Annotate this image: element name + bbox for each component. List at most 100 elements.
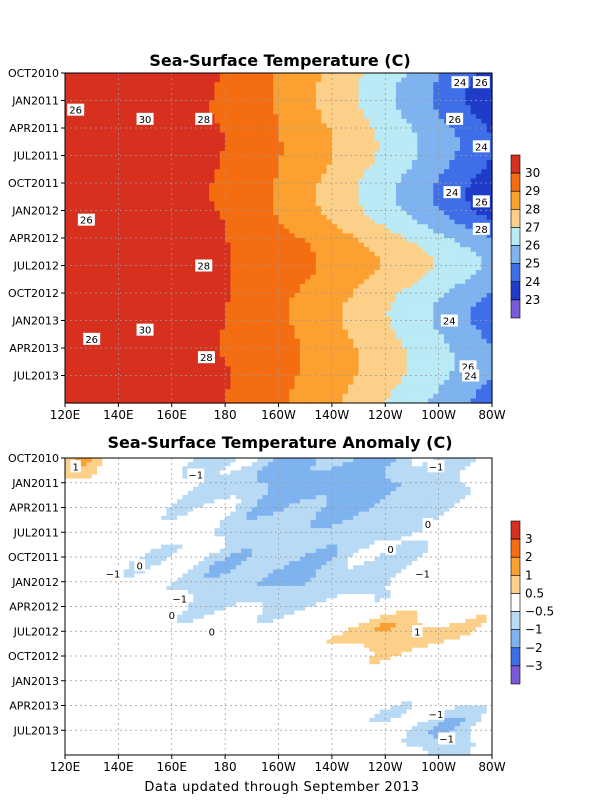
sst-cell bbox=[481, 210, 488, 216]
sst-cell bbox=[470, 86, 477, 92]
sst-cell bbox=[379, 320, 386, 326]
sst-cell bbox=[475, 293, 482, 299]
sst-cell bbox=[449, 279, 456, 285]
sst-cell bbox=[481, 306, 488, 312]
sst-cell bbox=[331, 100, 338, 106]
sst-cell bbox=[390, 329, 397, 335]
sst-cell bbox=[422, 91, 429, 97]
sst-cell bbox=[358, 334, 365, 340]
sst-cell bbox=[118, 164, 125, 170]
sst-cell bbox=[123, 201, 130, 207]
sst-cell bbox=[326, 279, 333, 285]
sst-cell bbox=[454, 160, 461, 166]
sst-cell bbox=[113, 118, 119, 125]
sst-cell bbox=[486, 320, 493, 326]
sst-cell bbox=[198, 169, 205, 175]
sst-cell bbox=[139, 334, 146, 340]
sst-cell bbox=[113, 77, 119, 83]
sst-cell bbox=[342, 173, 349, 180]
sst-cell bbox=[465, 192, 472, 198]
sst-cell bbox=[385, 315, 392, 322]
sst-cell bbox=[411, 320, 418, 326]
sst-cell bbox=[390, 293, 397, 299]
sst-cell bbox=[145, 215, 151, 221]
sst-cell bbox=[230, 270, 237, 276]
sst-cell bbox=[411, 265, 418, 271]
sst-cell bbox=[139, 128, 146, 134]
sst-cell bbox=[86, 228, 93, 235]
sst-cell bbox=[299, 320, 306, 326]
sst-cell bbox=[427, 192, 434, 198]
sst-cell bbox=[273, 146, 280, 152]
sst-cell bbox=[161, 169, 168, 175]
sst-cell bbox=[390, 348, 397, 354]
sst-cell bbox=[161, 109, 168, 115]
sst-cell bbox=[299, 173, 306, 180]
sst-cell bbox=[262, 260, 269, 267]
sst-cell bbox=[129, 334, 135, 340]
sst-cell bbox=[347, 233, 354, 239]
sst-cell bbox=[209, 238, 216, 244]
sst-cell bbox=[219, 228, 226, 235]
sst-cell bbox=[257, 311, 264, 317]
sst-cell bbox=[251, 274, 258, 280]
sst-cell bbox=[395, 82, 402, 88]
sst-cell bbox=[246, 224, 253, 230]
sst-cell bbox=[102, 283, 109, 290]
sst-cell bbox=[257, 334, 264, 340]
sst-cell bbox=[315, 160, 322, 166]
sst-cell bbox=[321, 265, 328, 271]
sst-cell bbox=[283, 334, 290, 340]
sst-cell bbox=[166, 160, 173, 166]
sst-cell bbox=[97, 242, 103, 248]
sst-cell bbox=[225, 86, 232, 92]
sst-cell bbox=[209, 215, 216, 221]
sst-cell bbox=[427, 210, 434, 216]
sst-cell bbox=[289, 123, 296, 129]
sst-cell bbox=[417, 352, 424, 358]
sst-cell bbox=[395, 114, 402, 120]
sst-cell bbox=[283, 348, 290, 354]
sst-cell bbox=[123, 123, 130, 129]
sst-cell bbox=[347, 251, 354, 257]
sst-cell bbox=[161, 288, 168, 294]
sst-cell bbox=[118, 77, 125, 83]
sst-cell bbox=[145, 86, 151, 92]
sst-cell bbox=[417, 228, 424, 235]
sst-cell bbox=[337, 279, 344, 285]
sst-cell bbox=[422, 160, 429, 166]
sst-cell bbox=[305, 270, 312, 276]
sst-cell bbox=[134, 306, 141, 312]
sst-cell bbox=[422, 141, 429, 147]
sst-cell bbox=[411, 352, 418, 358]
sst-cell bbox=[118, 274, 125, 280]
sst-cell bbox=[374, 270, 381, 276]
sst-cell bbox=[449, 297, 456, 303]
sst-cell bbox=[449, 73, 456, 79]
sst-cell bbox=[262, 274, 269, 280]
sst-cell bbox=[331, 91, 338, 97]
sst-cell bbox=[91, 192, 98, 198]
sst-cell bbox=[97, 169, 103, 175]
sst-cell bbox=[283, 315, 290, 322]
sst-cell bbox=[171, 192, 178, 198]
sst-cell bbox=[118, 320, 125, 326]
sst-cell bbox=[321, 288, 328, 294]
sst-cell bbox=[91, 155, 98, 161]
sst-cell bbox=[150, 293, 157, 299]
sst-cell bbox=[267, 279, 274, 285]
sst-cell bbox=[417, 73, 424, 79]
sst-cell bbox=[305, 114, 312, 120]
sst-cell bbox=[70, 297, 77, 303]
sst-cell bbox=[459, 155, 466, 161]
sst-cell bbox=[198, 141, 205, 147]
sst-cell bbox=[299, 118, 306, 125]
sst-cell bbox=[97, 224, 103, 230]
sst-cell bbox=[257, 132, 264, 138]
sst-cell bbox=[369, 256, 376, 262]
sst-cell bbox=[417, 146, 424, 152]
sst-cell bbox=[449, 178, 456, 184]
sst-cell bbox=[374, 311, 381, 317]
sst-cell bbox=[470, 247, 477, 253]
sst-cell bbox=[145, 352, 151, 358]
